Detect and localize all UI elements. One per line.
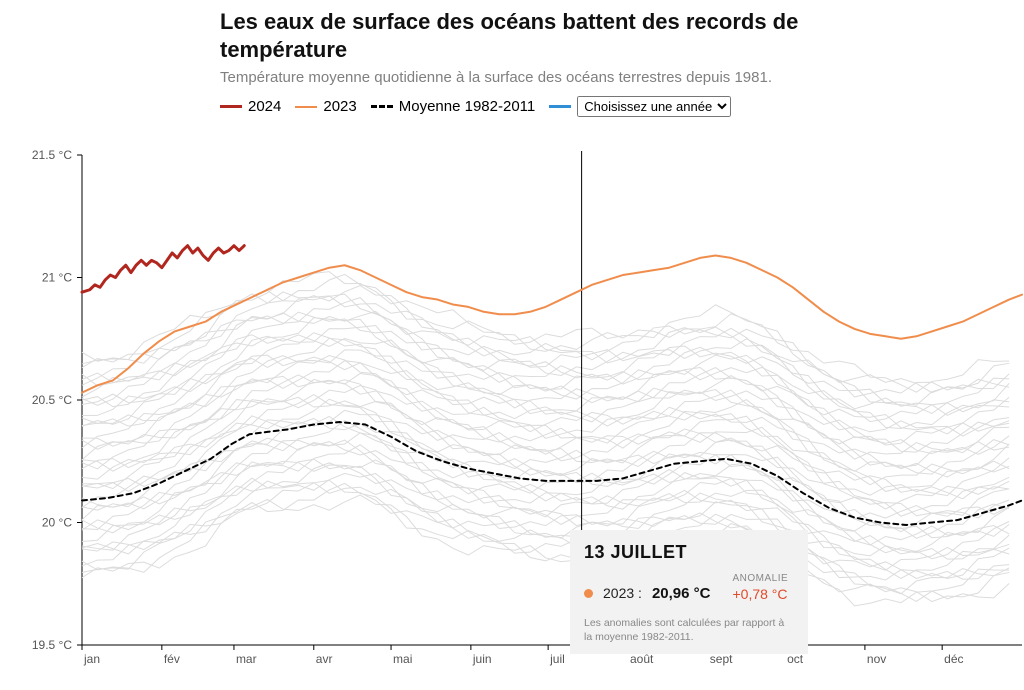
legend: 2024 2023 Moyenne 1982-2011 Choisissez u… <box>220 96 731 117</box>
chart-title: Les eaux de surface des océans battent d… <box>220 8 800 63</box>
svg-text:20 °C: 20 °C <box>42 516 72 530</box>
legend-item-2023: 2023 <box>295 98 356 115</box>
tooltip-value: 20,96 °C <box>652 585 711 602</box>
tooltip-anomaly-value: +0,78 °C <box>732 586 788 602</box>
svg-text:jan: jan <box>83 652 100 666</box>
legend-swatch-2024 <box>220 105 242 108</box>
svg-text:nov: nov <box>867 652 886 666</box>
tooltip: 13 JUILLET 2023 : 20,96 °C ANOMALIE +0,7… <box>570 530 808 654</box>
svg-text:19.5 °C: 19.5 °C <box>32 638 72 652</box>
legend-swatch-select <box>549 105 571 108</box>
line-chart: 19.5 °C 20 °C 20.5 °C 21 °C 21.5 °C jan fév mar… <box>0 135 1024 690</box>
legend-swatch-mean <box>371 105 393 108</box>
year-select[interactable]: Choisissez une année <box>577 96 731 117</box>
tooltip-date: 13 JUILLET <box>584 542 794 563</box>
legend-swatch-2023 <box>295 106 317 108</box>
svg-text:fév: fév <box>164 652 180 666</box>
svg-text:20.5 °C: 20.5 °C <box>32 393 72 407</box>
legend-item-mean: Moyenne 1982-2011 <box>371 98 536 115</box>
legend-label: 2023 <box>323 98 356 115</box>
svg-text:déc: déc <box>944 652 963 666</box>
tooltip-year: 2023 : <box>603 585 642 601</box>
svg-text:mar: mar <box>236 652 257 666</box>
legend-label: 2024 <box>248 98 281 115</box>
legend-item-2024: 2024 <box>220 98 281 115</box>
tooltip-note: Les anomalies sont calculées par rapport… <box>584 616 794 644</box>
svg-text:21.5 °C: 21.5 °C <box>32 148 72 162</box>
chart-subtitle: Température moyenne quotidienne à la sur… <box>220 69 800 86</box>
svg-text:juin: juin <box>472 652 492 666</box>
tooltip-dot-icon <box>584 589 593 598</box>
svg-text:mai: mai <box>393 652 412 666</box>
legend-item-select: Choisissez une année <box>549 96 731 117</box>
tooltip-anomaly-label: ANOMALIE <box>732 573 788 584</box>
svg-text:juil: juil <box>549 652 565 666</box>
svg-text:21 °C: 21 °C <box>42 271 72 285</box>
svg-text:avr: avr <box>316 652 333 666</box>
legend-label: Moyenne 1982-2011 <box>399 98 536 115</box>
